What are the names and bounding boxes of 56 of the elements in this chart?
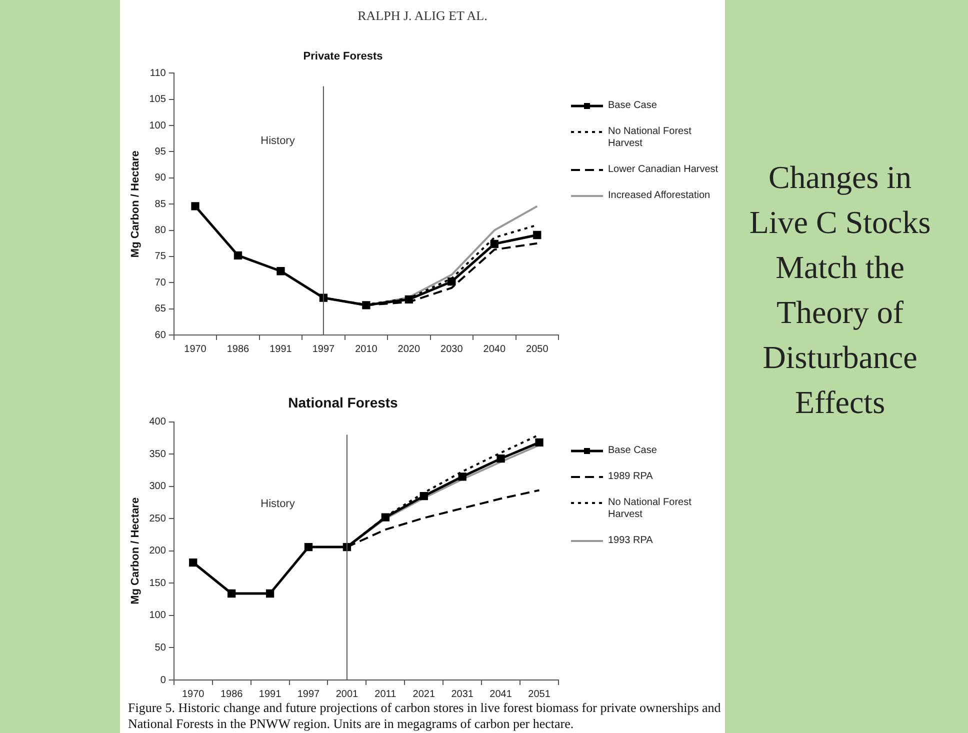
- y-tick-label: 100: [149, 120, 166, 132]
- x-tick-label: 1991: [270, 344, 292, 355]
- x-tick-label: 2020: [398, 344, 420, 355]
- y-tick-label: 105: [149, 94, 166, 106]
- y-tick-label: 100: [149, 610, 166, 622]
- y-tick-label: 90: [154, 172, 166, 184]
- annotation: History: [260, 498, 296, 510]
- x-tick-label: 1970: [184, 344, 207, 355]
- x-tick-label: 2030: [440, 344, 464, 355]
- text: Changes in Live C Stocks Match the Theory of Disturbance Effects: [748, 158, 932, 422]
- x-tick-label: 1970: [182, 688, 205, 700]
- y-tick-label: 400: [149, 416, 166, 428]
- x-tick-label: 1997: [312, 344, 336, 355]
- legend-label: 1993 RPA: [608, 535, 653, 547]
- legend-label: Lower Canadian Harvest: [608, 164, 718, 176]
- y-tick-label: 150: [149, 578, 166, 589]
- x-tick-label: 2010: [355, 344, 378, 355]
- y-tick-label: 0: [160, 674, 166, 686]
- y-tick-label: 60: [154, 330, 166, 341]
- chart-title: National Forests: [288, 394, 398, 410]
- legend-label: No National Forest Harvest: [608, 126, 692, 150]
- legend-label: Base Case: [608, 100, 657, 112]
- text: RALPH J. ALIG ET AL.: [356, 8, 488, 24]
- caption: Figure 5. Historic change and future projections of carbon stores in live forest biomass for private ownerships and National Forests in the PNWW region. Units are in megagrams of carbon per hectare.: [128, 700, 722, 732]
- y-axis-title: Mg Carbon / Hectare: [130, 150, 142, 258]
- x-tick-label: 2040: [483, 344, 506, 355]
- y-tick-label: 95: [154, 146, 166, 158]
- y-tick-label: 350: [149, 448, 166, 460]
- y-tick-label: 65: [154, 304, 166, 315]
- legend-label: No National Forest Harvest: [608, 497, 692, 521]
- y-tick-label: 75: [154, 251, 166, 262]
- x-tick-label: 2050: [526, 344, 549, 355]
- legend-label: Increased Afforestation: [608, 190, 710, 202]
- y-tick-label: 85: [154, 198, 166, 210]
- legend-label: 1989 RPA: [608, 471, 653, 483]
- y-tick-label: 110: [150, 68, 166, 79]
- y-tick-label: 80: [154, 225, 166, 236]
- y-tick-label: 300: [149, 481, 166, 492]
- annotation: History: [260, 134, 296, 147]
- x-tick-label: 1986: [220, 688, 244, 700]
- x-tick-label: 2001: [336, 688, 359, 700]
- y-axis-title: Mg Carbon / Hectare: [130, 497, 142, 604]
- x-tick-label: 2051: [528, 688, 551, 700]
- y-tick-label: 200: [149, 546, 166, 557]
- y-tick-label: 50: [154, 642, 166, 654]
- x-tick-label: 2011: [374, 688, 397, 700]
- x-tick-label: 2031: [451, 688, 474, 700]
- legend-label: Base Case: [608, 445, 657, 457]
- y-tick-label: 250: [149, 513, 166, 524]
- x-tick-label: 2041: [490, 688, 512, 700]
- x-tick-label: 1991: [258, 688, 282, 700]
- x-tick-label: 1997: [297, 688, 320, 700]
- x-tick-label: 1986: [226, 344, 250, 355]
- chart-title: Private Forests: [303, 50, 383, 63]
- y-tick-label: 70: [154, 277, 166, 288]
- x-tick-label: 2021: [412, 688, 436, 700]
